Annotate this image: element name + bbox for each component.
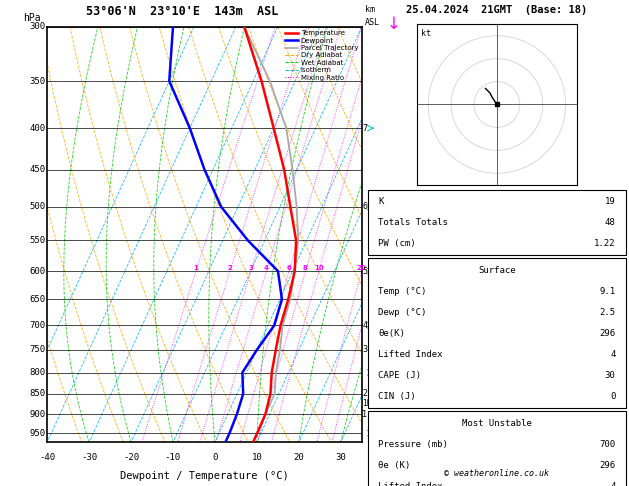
Text: 6: 6 — [362, 202, 367, 211]
Text: Dewp (°C): Dewp (°C) — [378, 308, 426, 317]
Text: 2: 2 — [362, 389, 367, 399]
Text: -20: -20 — [123, 452, 139, 462]
Text: 0: 0 — [212, 452, 218, 462]
Text: 1: 1 — [362, 410, 367, 418]
Text: km: km — [365, 5, 375, 14]
Text: 950: 950 — [30, 429, 46, 437]
Text: Lifted Index: Lifted Index — [378, 350, 443, 359]
Text: 9.1: 9.1 — [599, 287, 616, 296]
Text: -30: -30 — [81, 452, 97, 462]
Text: Most Unstable: Most Unstable — [462, 418, 532, 428]
Text: Lifted Index: Lifted Index — [378, 482, 443, 486]
Text: Temp (°C): Temp (°C) — [378, 287, 426, 296]
Text: ↓: ↓ — [387, 15, 401, 33]
Text: 3: 3 — [248, 265, 253, 271]
Text: 48: 48 — [605, 218, 616, 227]
Text: 4: 4 — [362, 321, 367, 330]
Text: 300: 300 — [30, 22, 46, 31]
Bar — [368, 190, 626, 256]
Text: 650: 650 — [30, 295, 46, 304]
Text: 400: 400 — [30, 123, 46, 133]
Text: © weatheronline.co.uk: © weatheronline.co.uk — [445, 469, 549, 478]
Text: θe (K): θe (K) — [378, 461, 411, 469]
Text: 10: 10 — [314, 265, 323, 271]
Text: CIN (J): CIN (J) — [378, 392, 416, 401]
Text: 296: 296 — [599, 329, 616, 338]
Text: 4: 4 — [264, 265, 269, 271]
Text: 8: 8 — [303, 265, 308, 271]
Text: 700: 700 — [599, 440, 616, 449]
Text: θe(K): θe(K) — [378, 329, 405, 338]
Text: 19: 19 — [605, 197, 616, 206]
Text: Totals Totals: Totals Totals — [378, 218, 448, 227]
Text: 4: 4 — [610, 350, 616, 359]
Text: 7: 7 — [362, 123, 367, 133]
Text: Dewpoint / Temperature (°C): Dewpoint / Temperature (°C) — [120, 471, 289, 481]
Text: K: K — [378, 197, 384, 206]
Text: 5: 5 — [362, 267, 367, 276]
Text: ASL: ASL — [365, 17, 380, 27]
Text: 550: 550 — [30, 236, 46, 245]
Text: kt: kt — [421, 29, 431, 38]
Text: 900: 900 — [30, 410, 46, 418]
Text: 750: 750 — [30, 345, 46, 354]
Text: 53°06'N  23°10'E  143m  ASL: 53°06'N 23°10'E 143m ASL — [86, 5, 279, 18]
Text: 700: 700 — [30, 321, 46, 330]
Text: 1.22: 1.22 — [594, 239, 616, 248]
Text: 600: 600 — [30, 267, 46, 276]
Text: 20: 20 — [357, 265, 367, 271]
Text: CAPE (J): CAPE (J) — [378, 371, 421, 380]
Text: 800: 800 — [30, 368, 46, 377]
Text: 30: 30 — [605, 371, 616, 380]
Legend: Temperature, Dewpoint, Parcel Trajectory, Dry Adiabat, Wet Adiabat, Isotherm, Mi: Temperature, Dewpoint, Parcel Trajectory… — [283, 29, 360, 82]
Text: hPa: hPa — [23, 13, 40, 22]
Text: 2: 2 — [228, 265, 232, 271]
Bar — [368, 259, 626, 408]
Text: Pressure (mb): Pressure (mb) — [378, 440, 448, 449]
Bar — [368, 411, 626, 486]
Text: 2.5: 2.5 — [599, 308, 616, 317]
Text: 350: 350 — [30, 77, 46, 86]
Text: 10: 10 — [252, 452, 262, 462]
Text: 6: 6 — [287, 265, 291, 271]
Text: 30: 30 — [335, 452, 346, 462]
Text: 1LCL: 1LCL — [362, 399, 381, 408]
Text: 500: 500 — [30, 202, 46, 211]
Text: 0: 0 — [610, 392, 616, 401]
Text: Surface: Surface — [478, 266, 516, 275]
Text: 25.04.2024  21GMT  (Base: 18): 25.04.2024 21GMT (Base: 18) — [406, 5, 587, 15]
Text: -10: -10 — [165, 452, 181, 462]
Text: 1: 1 — [194, 265, 198, 271]
Text: 20: 20 — [293, 452, 304, 462]
Text: 4: 4 — [610, 482, 616, 486]
Text: 850: 850 — [30, 389, 46, 399]
Text: PW (cm): PW (cm) — [378, 239, 416, 248]
Text: 450: 450 — [30, 165, 46, 174]
Text: 296: 296 — [599, 461, 616, 469]
Text: -40: -40 — [39, 452, 55, 462]
Text: 3: 3 — [362, 345, 367, 354]
